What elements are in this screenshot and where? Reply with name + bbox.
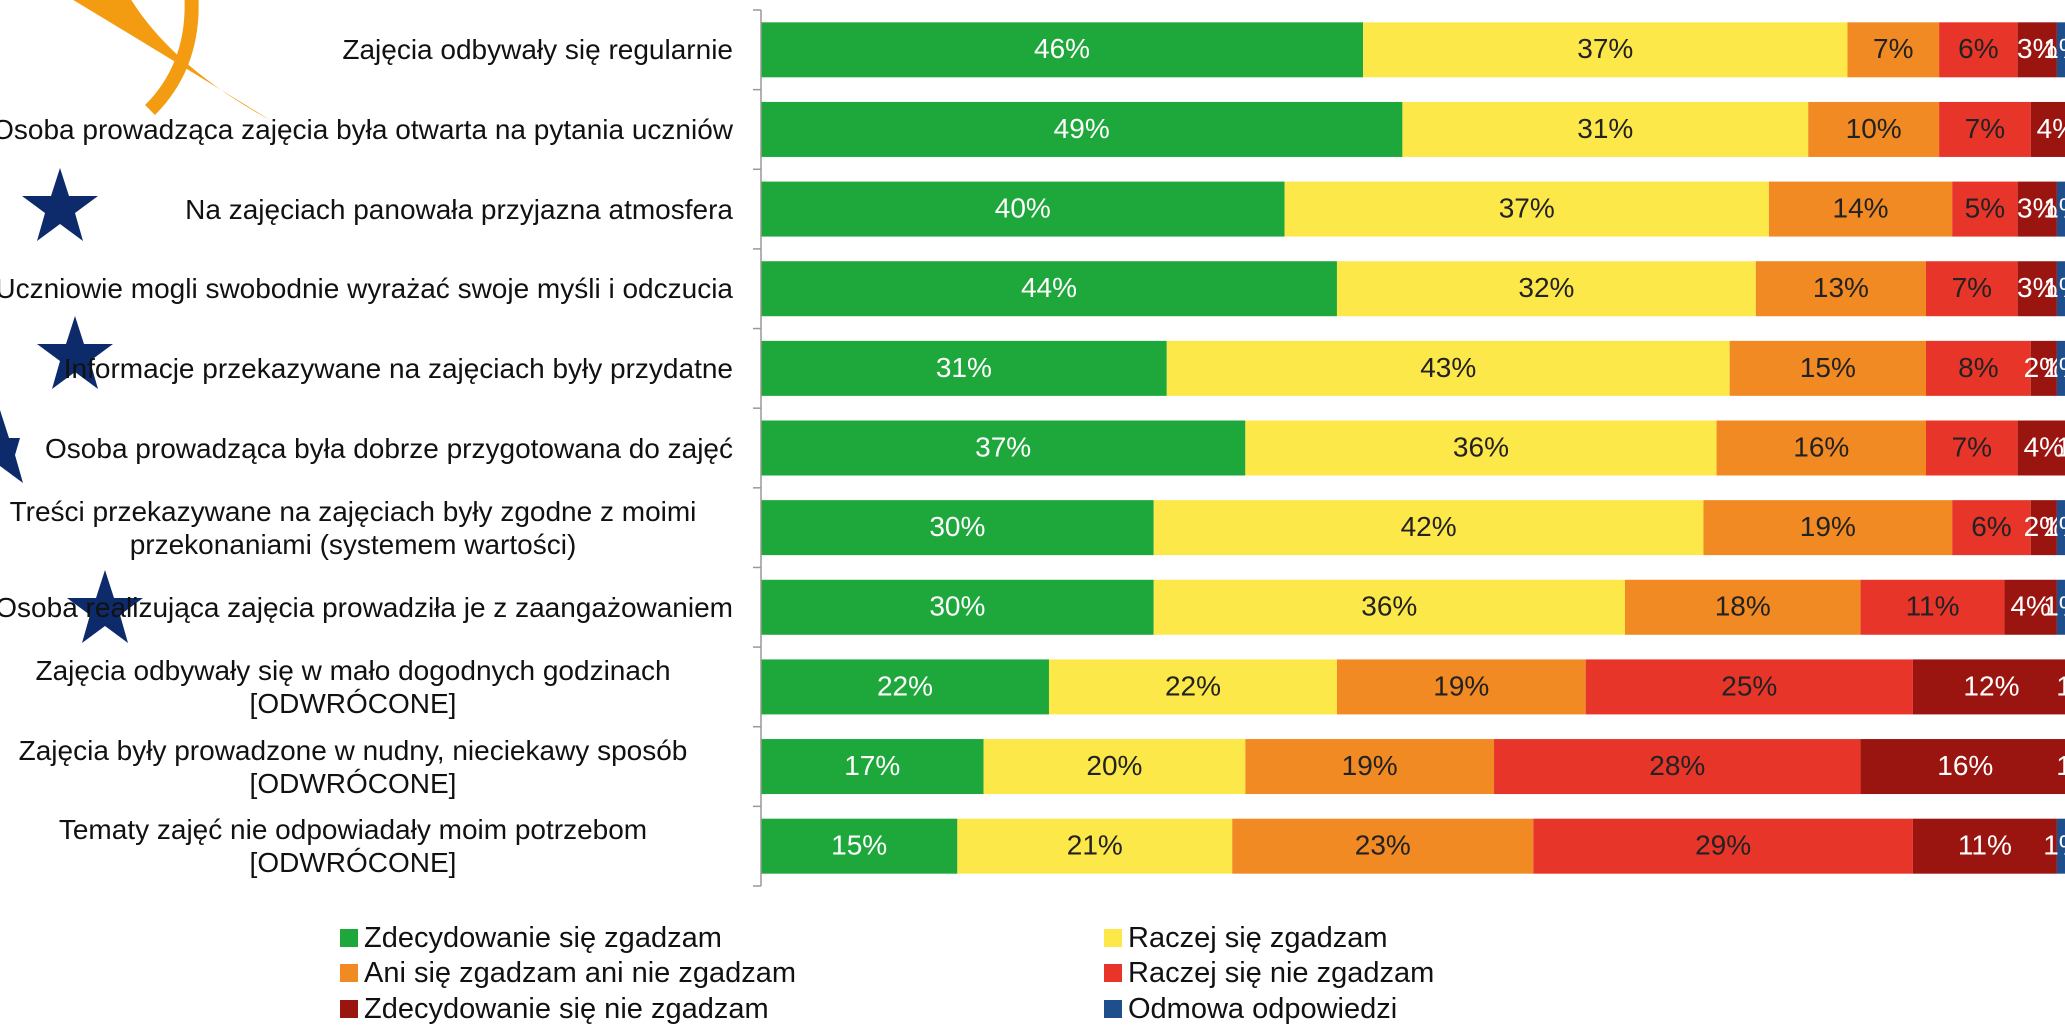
- legend-item: Ani się zgadzam ani nie zgadzam: [340, 956, 796, 990]
- value-label: 1%: [2056, 431, 2065, 462]
- legend-swatch: [340, 964, 358, 982]
- category-label-box: Treści przekazywane na zajęciach były zg…: [0, 488, 733, 568]
- y-tick-label: Treści przekazywane na zajęciach były zg…: [0, 495, 733, 561]
- value-label: 11%: [1906, 591, 1960, 622]
- value-label: 21%: [1067, 830, 1123, 861]
- category-label-box: Zajęcia odbywały się w mało dogodnych go…: [0, 647, 733, 727]
- value-label: 32%: [1518, 272, 1574, 303]
- value-label: 43%: [1420, 352, 1476, 383]
- legend-swatch: [340, 929, 358, 947]
- y-tick-label: Zajęcia były prowadzone w nudny, nieciek…: [0, 734, 733, 800]
- value-label: 6%: [1958, 33, 1998, 64]
- value-label: 8%: [1958, 352, 1998, 383]
- value-label: 31%: [1577, 113, 1633, 144]
- value-label: 15%: [831, 830, 887, 861]
- y-tick-label: Tematy zajęć nie odpowiadały moim potrze…: [0, 813, 733, 879]
- legend-swatch: [1104, 964, 1122, 982]
- legend-label: Raczej się nie zgadzam: [1128, 957, 1434, 990]
- legend-label: Zdecydowanie się zgadzam: [364, 922, 722, 955]
- value-label: 22%: [877, 670, 933, 701]
- value-label: 16%: [1937, 750, 1993, 781]
- value-label: 44%: [1021, 272, 1077, 303]
- value-label: 40%: [995, 192, 1051, 223]
- category-label-box: Zajęcia były prowadzone w nudny, nieciek…: [0, 727, 733, 807]
- legend-label: Ani się zgadzam ani nie zgadzam: [364, 957, 796, 990]
- value-label: 1%: [2043, 192, 2065, 223]
- legend-swatch: [1104, 1000, 1122, 1018]
- legend-label: Odmowa odpowiedzi: [1128, 993, 1397, 1025]
- value-label: 16%: [1793, 431, 1849, 462]
- value-label: 12%: [1963, 670, 2019, 701]
- value-label: 46%: [1034, 33, 1090, 64]
- y-tick-label: Uczniowie mogli swobodnie wyrażać swoje …: [0, 272, 733, 305]
- value-label: 7%: [1952, 431, 1992, 462]
- value-label: 19%: [1433, 670, 1489, 701]
- value-label: 1%: [2043, 591, 2065, 622]
- legend-item: Zdecydowanie się nie zgadzam: [340, 992, 769, 1025]
- value-label: 17%: [844, 750, 900, 781]
- y-tick-label: Osoba realizująca zajęcia prowadziła je …: [0, 591, 733, 624]
- value-label: 19%: [1800, 511, 1856, 542]
- value-label: 29%: [1695, 830, 1751, 861]
- value-label: 1%: [2043, 33, 2065, 64]
- category-label-box: Tematy zajęć nie odpowiadały moim potrze…: [0, 806, 733, 886]
- category-label-box: Osoba realizująca zajęcia prowadziła je …: [0, 567, 733, 647]
- value-label: 30%: [929, 591, 985, 622]
- category-label-box: Osoba prowadząca była dobrze przygotowan…: [0, 408, 733, 488]
- value-label: 19%: [1342, 750, 1398, 781]
- legend-item: Raczej się nie zgadzam: [1104, 956, 1434, 990]
- value-label: 6%: [1971, 511, 2011, 542]
- legend-label: Zdecydowanie się nie zgadzam: [364, 993, 769, 1025]
- y-tick-label: Zajęcia odbywały się w mało dogodnych go…: [0, 654, 733, 720]
- value-label: 28%: [1649, 750, 1705, 781]
- value-label: 23%: [1355, 830, 1411, 861]
- value-label: 49%: [1054, 113, 1110, 144]
- value-label: 1%: [2043, 830, 2065, 861]
- value-label: 11%: [1958, 830, 2012, 861]
- legend-item: Raczej się zgadzam: [1104, 921, 1388, 955]
- legend-item: Odmowa odpowiedzi: [1104, 992, 1397, 1025]
- category-label-box: Uczniowie mogli swobodnie wyrażać swoje …: [0, 249, 733, 329]
- value-label: 15%: [1800, 352, 1856, 383]
- value-label: 18%: [1715, 591, 1771, 622]
- legend-item: Zdecydowanie się zgadzam: [340, 921, 722, 955]
- value-label: 22%: [1165, 670, 1221, 701]
- value-label: 14%: [1833, 192, 1889, 223]
- value-label: 31%: [936, 352, 992, 383]
- value-label: 25%: [1721, 670, 1777, 701]
- category-label-box: Na zajęciach panowała przyjazna atmosfer…: [0, 169, 733, 249]
- value-label: 36%: [1361, 591, 1417, 622]
- value-label: 7%: [1952, 272, 1992, 303]
- value-label: 37%: [1499, 192, 1555, 223]
- value-label: 5%: [1965, 192, 2005, 223]
- y-tick-label: Osoba prowadząca była dobrze przygotowan…: [45, 432, 733, 465]
- y-tick-label: Zajęcia odbywały się regularnie: [342, 33, 733, 66]
- y-tick-label: Na zajęciach panowała przyjazna atmosfer…: [185, 193, 733, 226]
- value-label: 4%: [2037, 113, 2065, 144]
- category-label-box: Osoba prowadząca zajęcia była otwarta na…: [0, 89, 733, 169]
- legend-swatch: [1104, 929, 1122, 947]
- value-label: 1%: [2043, 511, 2065, 542]
- y-tick-label: Osoba prowadząca zajęcia była otwarta na…: [0, 113, 733, 146]
- value-label: 37%: [1577, 33, 1633, 64]
- value-label: 7%: [1873, 33, 1913, 64]
- value-label: 1%: [2043, 352, 2065, 383]
- value-label: 1%: [2056, 750, 2065, 781]
- legend-label: Raczej się zgadzam: [1128, 922, 1388, 955]
- value-label: 37%: [975, 431, 1031, 462]
- value-label: 7%: [1965, 113, 2005, 144]
- value-label: 20%: [1086, 750, 1142, 781]
- category-label-box: Informacje przekazywane na zajęciach był…: [0, 328, 733, 408]
- legend-swatch: [340, 1000, 358, 1018]
- value-label: 10%: [1846, 113, 1902, 144]
- value-label: 30%: [929, 511, 985, 542]
- value-label: 1%: [2043, 272, 2065, 303]
- value-label: 36%: [1453, 431, 1509, 462]
- value-label: 42%: [1401, 511, 1457, 542]
- value-label: 1%: [2056, 670, 2065, 701]
- value-label: 13%: [1813, 272, 1869, 303]
- page: 46%37%7%6%3%1%49%31%10%7%4%1%40%37%14%5%…: [0, 0, 2065, 1025]
- category-label-box: Zajęcia odbywały się regularnie: [0, 10, 733, 90]
- y-tick-label: Informacje przekazywane na zajęciach był…: [64, 352, 733, 385]
